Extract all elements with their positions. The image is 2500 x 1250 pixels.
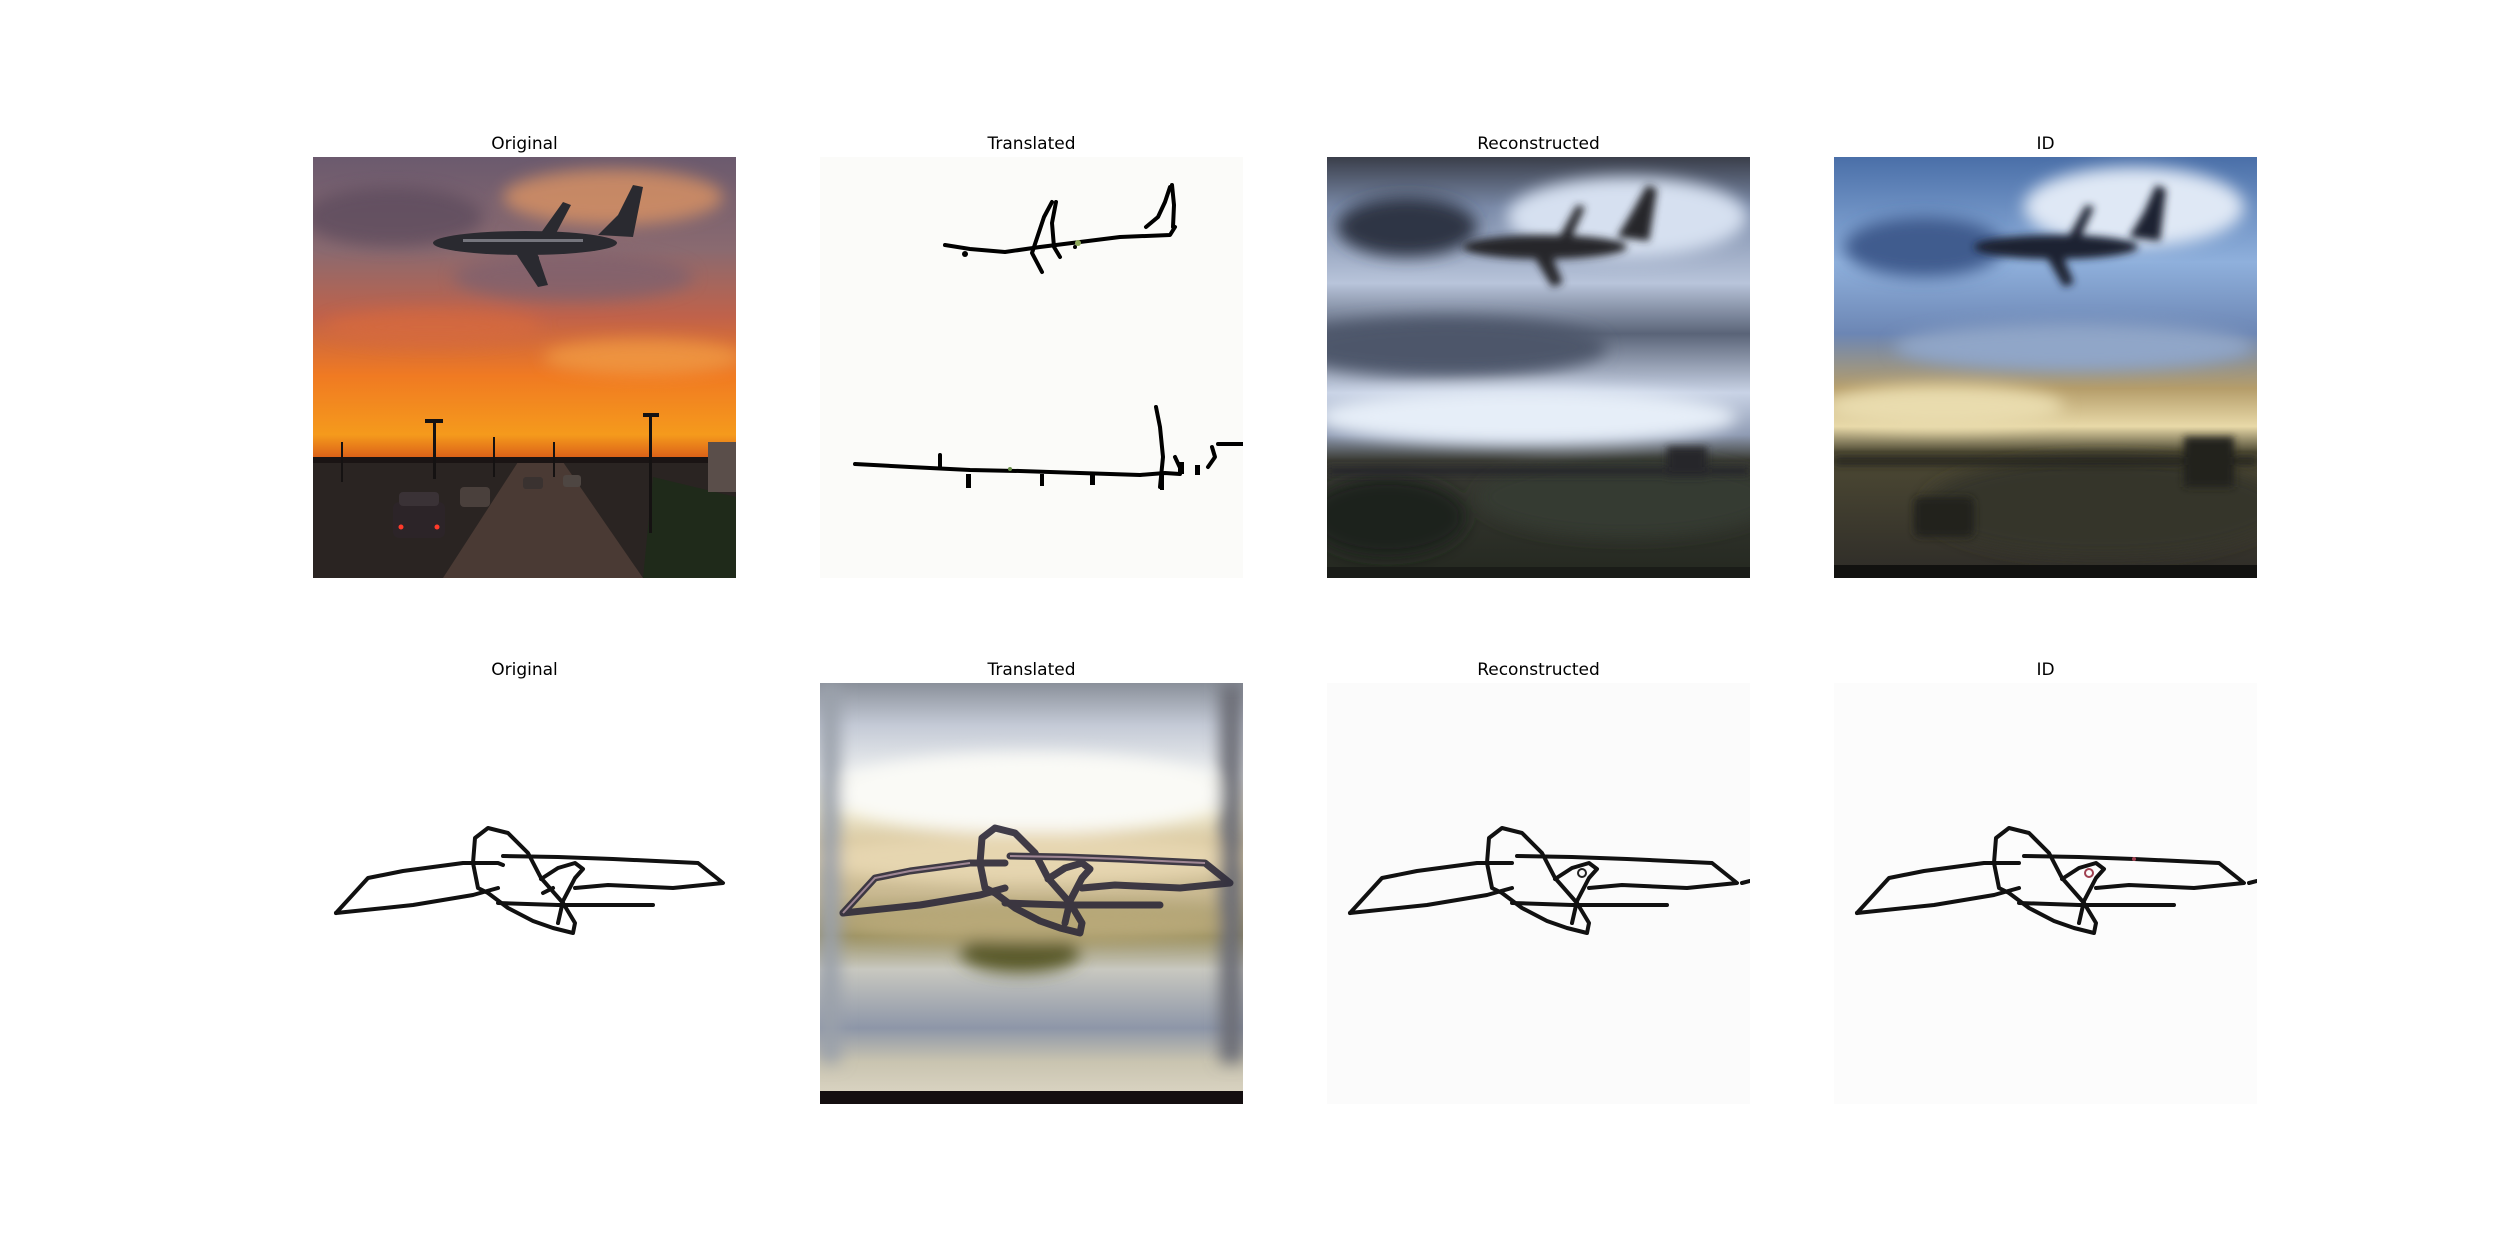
panel-title: ID (2036, 660, 2055, 680)
panel-id-photo: ID (1834, 133, 2257, 580)
identity-sketch-image (1834, 683, 2257, 1104)
panel-title: ID (2036, 134, 2055, 154)
translated-sketch-image (820, 157, 1243, 578)
translated-photo-image (820, 683, 1243, 1104)
panel-id-sketch: ID (1834, 659, 2257, 1106)
panel-title: Reconstructed (1477, 660, 1600, 680)
panel-reconstructed-sketch: Reconstructed (1327, 659, 1750, 1106)
panel-title: Translated (987, 660, 1076, 680)
reconstructed-photo-image (1327, 157, 1750, 578)
reconstructed-sketch-image (1327, 683, 1750, 1104)
panel-title: Translated (987, 134, 1076, 154)
panel-reconstructed-photo: Reconstructed (1327, 133, 1750, 580)
original-airplane-sketch-image (313, 683, 736, 1104)
panel-title: Original (491, 660, 558, 680)
original-sunset-airplane-image (313, 157, 736, 578)
panel-title: Reconstructed (1477, 134, 1600, 154)
panel-original-sketch: Original (313, 659, 736, 1106)
panel-original-photo: Original (313, 133, 736, 580)
panel-translated-sketch: Translated (820, 133, 1243, 580)
panel-translated-photo: Translated (820, 659, 1243, 1106)
panel-title: Original (491, 134, 558, 154)
identity-photo-image (1834, 157, 2257, 578)
